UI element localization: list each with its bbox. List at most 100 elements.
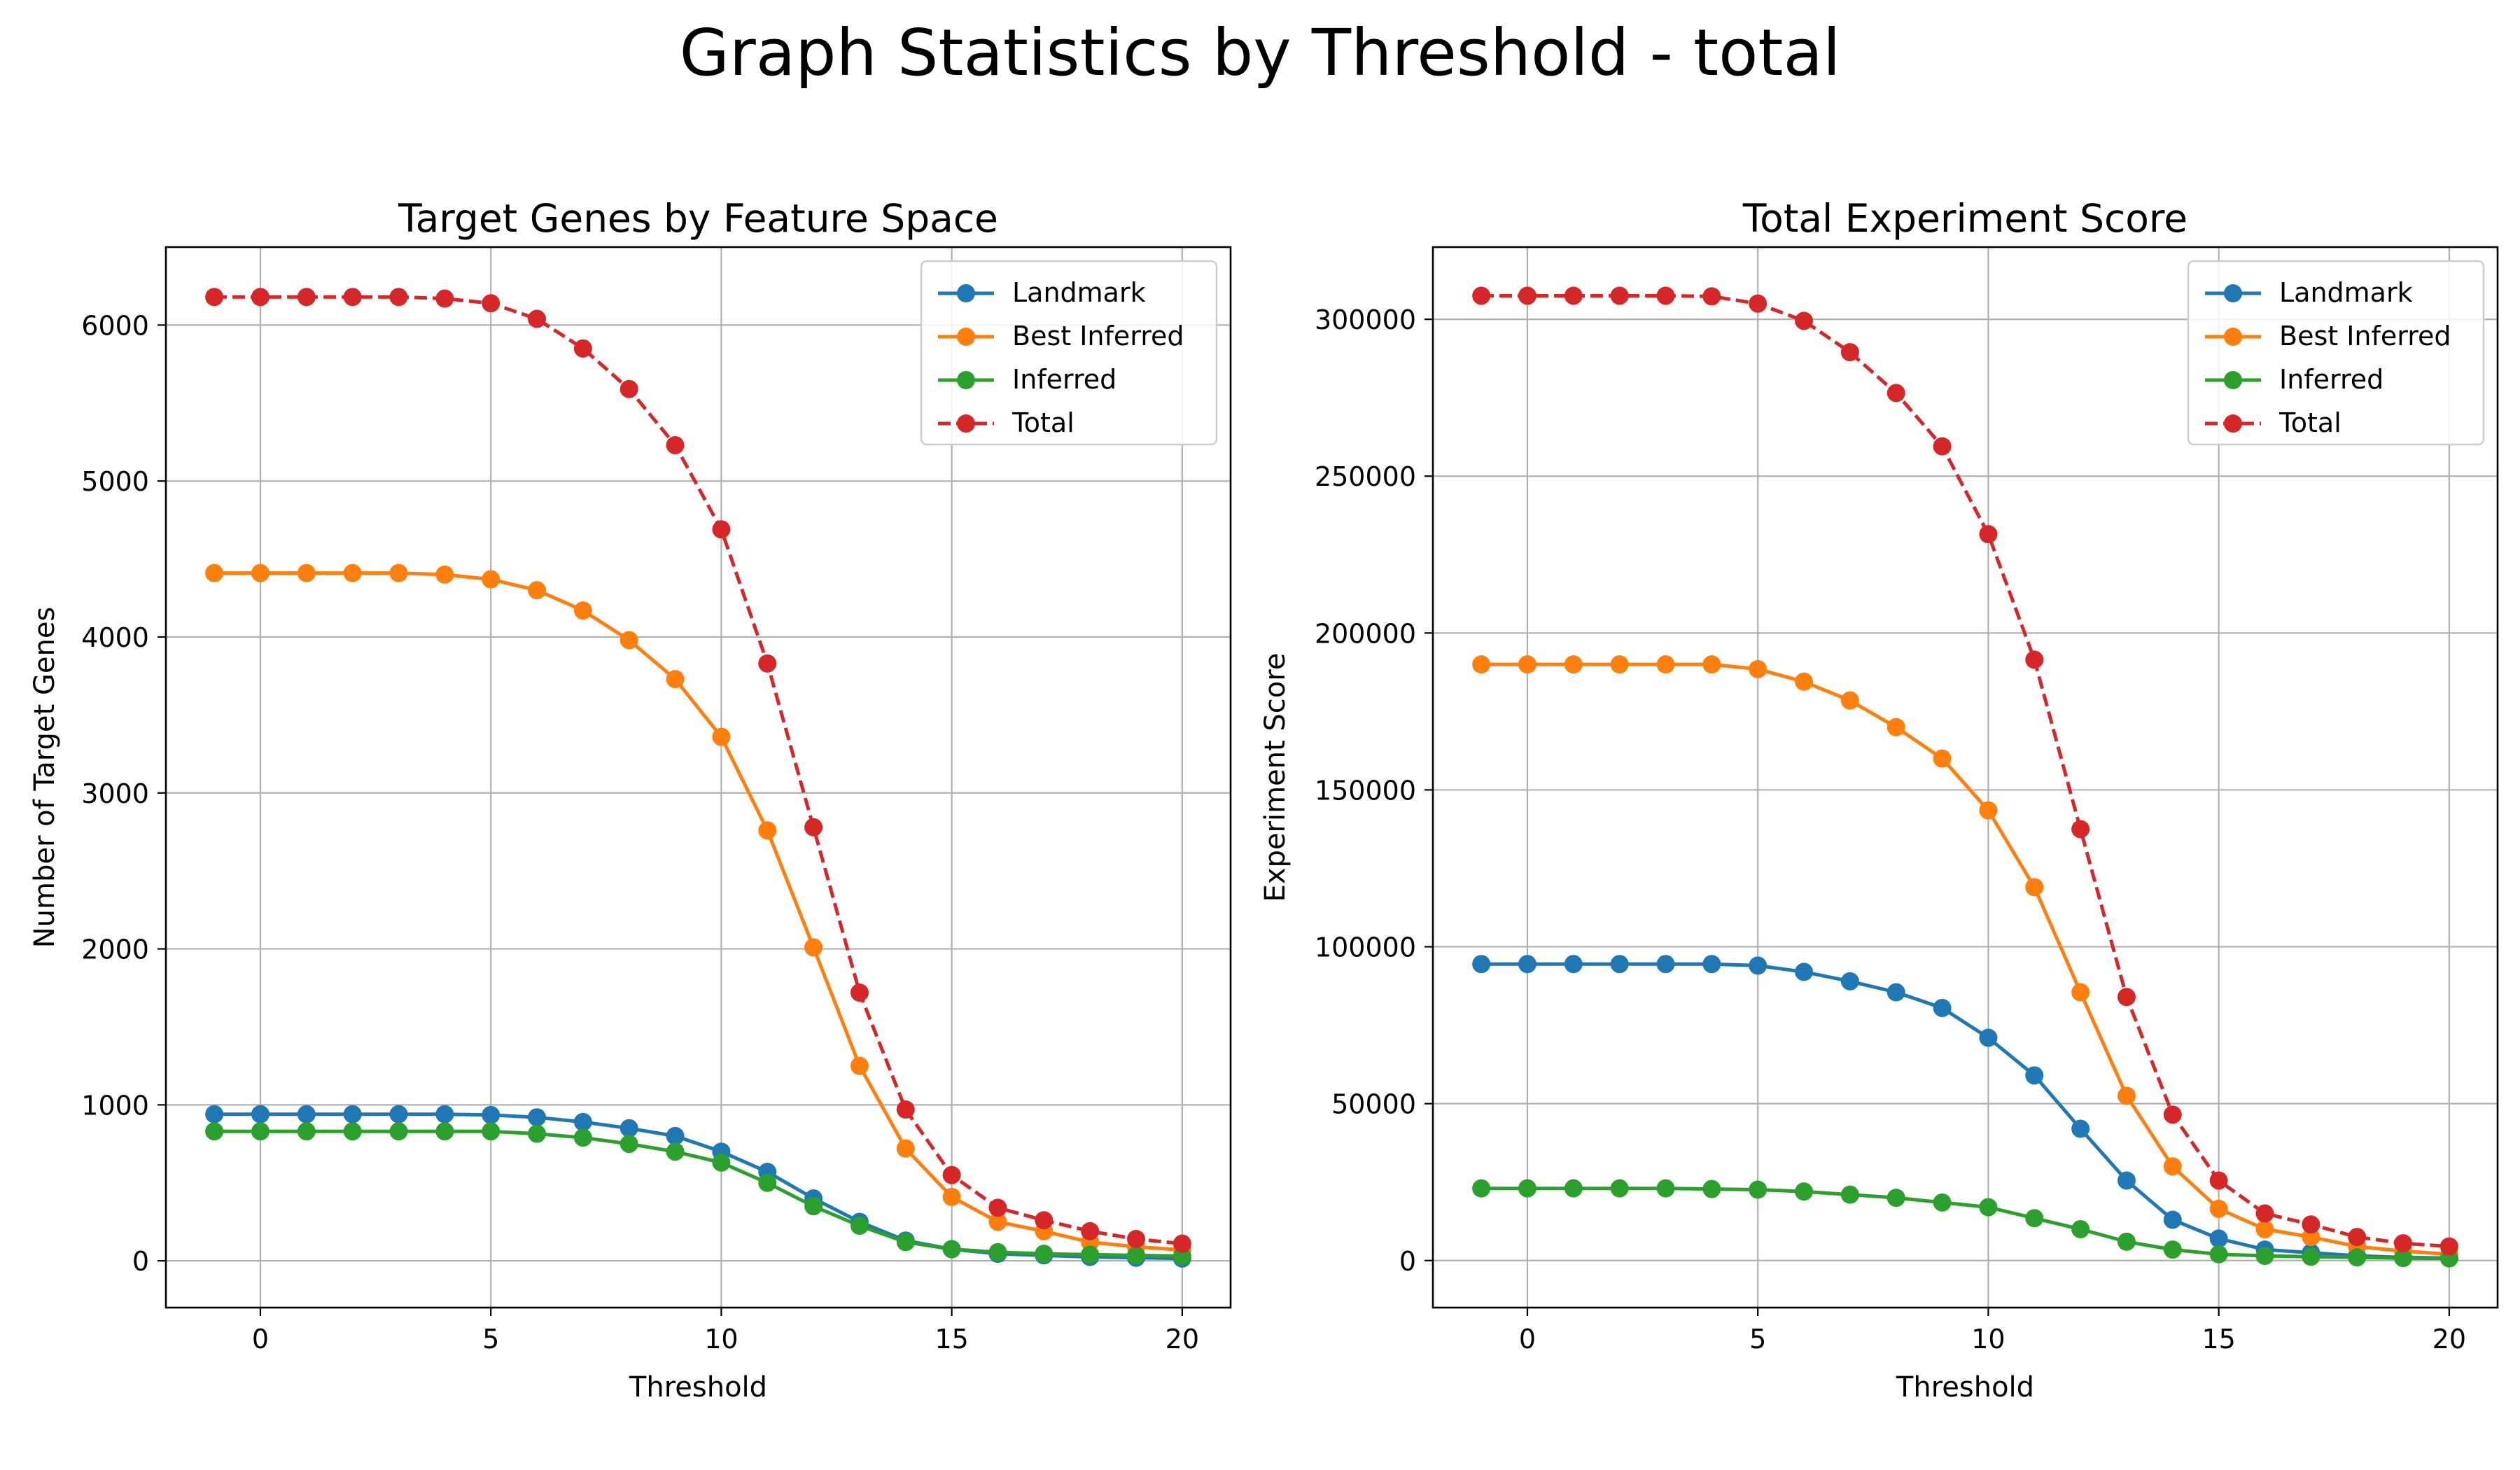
data-point-inferred <box>343 1122 362 1141</box>
data-point-total <box>343 288 362 307</box>
chart-title: Target Genes by Feature Space <box>398 196 998 241</box>
data-point-total <box>988 1198 1007 1217</box>
data-point-best-inferred <box>2163 1157 2182 1176</box>
legend-label: Best Inferred <box>1012 321 1184 351</box>
data-point-landmark <box>297 1105 316 1124</box>
data-point-total <box>1472 286 1491 305</box>
legend-swatch-marker <box>2224 414 2242 433</box>
x-tick-label: 20 <box>2432 1324 2466 1354</box>
data-point-inferred <box>1840 1185 1859 1204</box>
series-line-inferred <box>214 1129 1182 1258</box>
legend-box <box>920 260 1218 446</box>
data-point-inferred <box>1702 1180 1721 1198</box>
data-point-landmark <box>1979 1028 1998 1047</box>
data-point-total <box>1979 525 1998 544</box>
data-point-inferred <box>850 1217 869 1236</box>
data-point-best-inferred <box>1840 691 1859 710</box>
x-tick-label: 15 <box>2202 1324 2235 1354</box>
y-tick-label: 250000 <box>1315 461 1416 492</box>
data-point-inferred <box>1081 1245 1100 1264</box>
data-point-total <box>1702 287 1721 306</box>
legend-swatch-marker <box>957 371 975 389</box>
data-point-total <box>942 1166 961 1184</box>
data-point-total <box>1564 286 1583 305</box>
y-tick-label: 6000 <box>81 310 149 341</box>
data-point-landmark <box>1933 998 1952 1017</box>
legend-swatch-marker <box>2224 371 2242 389</box>
data-point-best-inferred <box>2209 1199 2228 1218</box>
data-point-best-inferred <box>297 564 316 582</box>
data-point-total <box>1886 384 1905 402</box>
data-point-landmark <box>2071 1119 2090 1138</box>
data-point-total <box>1081 1222 1100 1240</box>
x-tick-label: 0 <box>252 1324 269 1354</box>
data-point-inferred <box>205 1122 224 1141</box>
data-point-best-inferred <box>343 564 362 582</box>
legend-swatch-marker <box>2224 328 2242 346</box>
x-tick-label: 10 <box>704 1324 738 1354</box>
data-point-landmark <box>435 1105 454 1124</box>
series-line-inferred <box>1481 1186 2449 1261</box>
data-point-landmark <box>2025 1066 2044 1085</box>
data-point-best-inferred <box>942 1187 961 1206</box>
data-point-inferred <box>1035 1245 1054 1264</box>
x-tick-label: 5 <box>482 1324 499 1354</box>
data-point-landmark <box>1610 955 1629 974</box>
data-point-inferred <box>1886 1189 1905 1208</box>
data-point-total <box>620 379 638 398</box>
data-point-inferred <box>435 1122 454 1141</box>
data-point-total <box>2394 1234 2413 1253</box>
data-point-inferred <box>2348 1248 2367 1267</box>
data-point-total <box>1749 294 1768 313</box>
data-point-landmark <box>1472 955 1491 974</box>
data-point-landmark <box>620 1119 638 1138</box>
data-point-inferred <box>1979 1198 1998 1217</box>
data-point-inferred <box>1933 1193 1952 1212</box>
data-point-inferred <box>251 1122 270 1141</box>
legend-box <box>2187 260 2485 446</box>
data-point-inferred <box>2255 1247 2274 1266</box>
data-point-total <box>205 288 224 307</box>
data-point-best-inferred <box>482 570 500 589</box>
y-tick-label: 2000 <box>81 934 149 965</box>
data-point-landmark <box>205 1105 224 1124</box>
data-point-total <box>850 983 869 1002</box>
data-point-best-inferred <box>1979 801 1998 820</box>
data-point-landmark <box>389 1105 408 1124</box>
data-point-total <box>2209 1171 2228 1190</box>
data-point-best-inferred <box>666 670 685 689</box>
legend-label: Total <box>1011 407 1074 438</box>
data-point-landmark <box>2209 1229 2228 1248</box>
data-point-best-inferred <box>1564 655 1583 674</box>
data-point-total <box>896 1100 915 1119</box>
y-tick-label: 0 <box>1399 1246 1416 1277</box>
data-point-best-inferred <box>1656 655 1675 674</box>
data-point-best-inferred <box>1933 749 1952 768</box>
data-point-total <box>1656 286 1675 305</box>
data-point-best-inferred <box>2025 878 2044 897</box>
legend-label: Inferred <box>2279 364 2384 395</box>
data-point-total <box>804 818 823 836</box>
data-point-best-inferred <box>1518 655 1536 674</box>
legend-label: Total <box>2278 407 2342 438</box>
data-point-inferred <box>1656 1179 1675 1198</box>
series-line-best-inferred <box>214 571 1183 1252</box>
legend-label: Landmark <box>2279 277 2413 308</box>
data-point-landmark <box>573 1112 592 1131</box>
data-point-landmark <box>343 1105 362 1124</box>
y-axis-label: Experiment Score <box>1259 653 1292 902</box>
data-point-inferred <box>389 1122 408 1141</box>
data-point-total <box>1933 437 1952 456</box>
data-point-inferred <box>1795 1182 1814 1201</box>
data-point-total <box>758 654 777 673</box>
data-point-best-inferred <box>2117 1086 2136 1105</box>
data-point-best-inferred <box>251 564 270 582</box>
x-tick-label: 5 <box>1749 1324 1766 1354</box>
data-point-best-inferred <box>2302 1228 2320 1247</box>
data-point-best-inferred <box>620 631 638 650</box>
data-point-inferred <box>712 1153 731 1172</box>
data-point-best-inferred <box>573 601 592 620</box>
data-point-best-inferred <box>528 581 547 600</box>
data-point-inferred <box>2117 1232 2136 1251</box>
